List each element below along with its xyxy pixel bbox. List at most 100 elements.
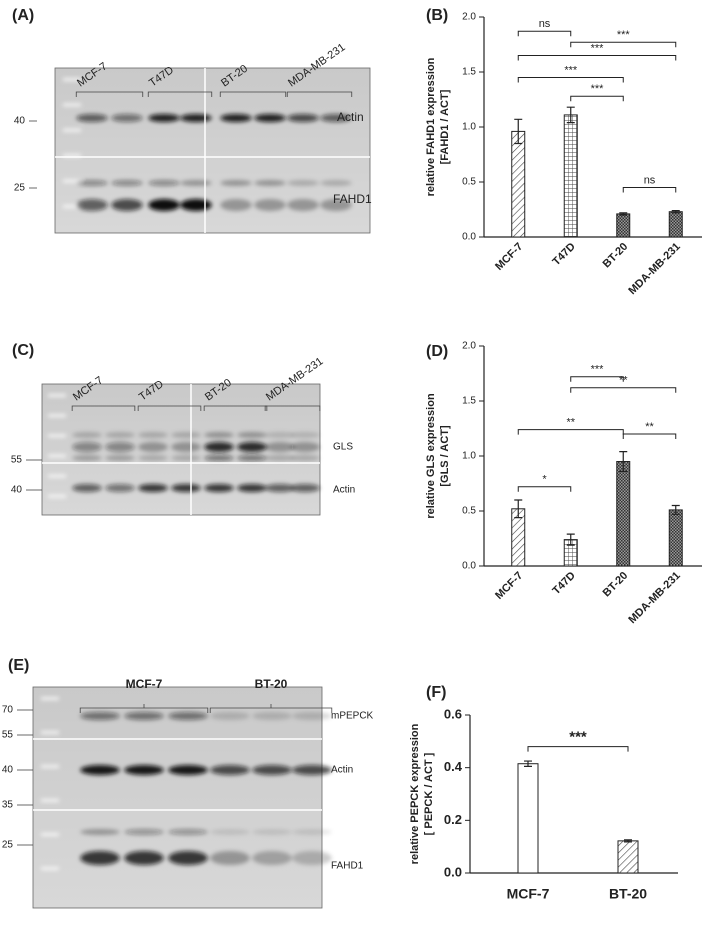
bar xyxy=(668,211,683,238)
protein-band xyxy=(237,455,267,461)
significance-bracket xyxy=(570,95,624,102)
ladder-band xyxy=(41,731,59,734)
x-tick-label: MCF-7 xyxy=(493,570,525,602)
protein-band xyxy=(138,442,168,452)
significance-label: * xyxy=(542,474,547,486)
x-tick-label: BT-20 xyxy=(609,886,647,902)
y-tick-label: 1.5 xyxy=(462,67,476,78)
protein-band xyxy=(76,199,108,211)
ladder-band xyxy=(63,103,81,107)
error-bar-line xyxy=(566,106,575,124)
x-tick-label: MCF-7 xyxy=(507,886,550,902)
y-tick-label: 0.5 xyxy=(462,506,476,517)
significance-label: ns xyxy=(539,18,551,30)
bar xyxy=(616,213,631,238)
protein-band xyxy=(265,455,295,461)
band-label: mPEPCK xyxy=(331,711,374,722)
x-tick-label: BT-20 xyxy=(601,241,631,271)
significance-bracket xyxy=(570,387,677,393)
ladder-band xyxy=(63,179,81,183)
lane-bracket xyxy=(71,405,136,411)
bar xyxy=(517,763,539,874)
significance-bracket xyxy=(517,77,624,83)
protein-band xyxy=(210,712,250,720)
blot-panel: (E) MCF-7 BT-20 70 55 40 35 25 mPEPCK Actin FAHD1 xyxy=(2,657,374,909)
significance-bracket xyxy=(622,187,677,193)
lane-bracket xyxy=(79,704,209,713)
error-bar xyxy=(566,106,575,124)
ladder-band xyxy=(48,394,66,397)
significance-label: *** xyxy=(591,42,605,54)
band-label: Actin xyxy=(333,485,355,496)
protein-band xyxy=(290,442,320,452)
error-bar-line xyxy=(671,210,680,214)
protein-band xyxy=(237,442,267,452)
protein-band xyxy=(105,432,135,438)
protein-band xyxy=(72,484,102,492)
significance-label: *** xyxy=(569,729,587,746)
protein-band xyxy=(252,765,292,775)
protein-band xyxy=(220,180,252,186)
protein-band xyxy=(171,484,201,492)
protein-band xyxy=(237,484,267,492)
y-axis-label: relative GLS expression xyxy=(425,393,437,519)
protein-band xyxy=(105,442,135,452)
y-axis-label: [FAHD1 / ACT] xyxy=(439,89,451,164)
protein-band xyxy=(265,484,295,492)
protein-band xyxy=(292,829,332,835)
ladder-band xyxy=(63,128,81,132)
protein-band xyxy=(72,432,102,438)
marker-label: 70 xyxy=(2,705,14,716)
protein-band xyxy=(287,114,319,122)
ladder-band xyxy=(63,204,81,208)
significance-bracket xyxy=(517,486,572,492)
protein-band xyxy=(111,114,143,122)
protein-band xyxy=(287,180,319,186)
ladder-band xyxy=(41,765,59,768)
protein-band xyxy=(80,765,120,775)
protein-band xyxy=(171,442,201,452)
error-bar-line xyxy=(524,760,532,767)
y-tick-label: 0.4 xyxy=(444,759,463,774)
protein-band xyxy=(76,114,108,122)
protein-band xyxy=(254,180,286,186)
protein-band xyxy=(72,455,102,461)
y-tick-label: 0.0 xyxy=(462,561,476,572)
protein-band xyxy=(105,455,135,461)
ladder-band xyxy=(41,867,59,870)
protein-band xyxy=(148,199,180,211)
blot-membrane xyxy=(32,686,323,909)
y-axis-label: relative FAHD1 expression xyxy=(425,57,437,196)
protein-band xyxy=(72,442,102,452)
protein-band xyxy=(204,442,234,452)
x-tick-label: MCF-7 xyxy=(493,241,525,273)
band-label: FAHD1 xyxy=(333,192,372,206)
y-tick-label: 1.0 xyxy=(462,451,476,462)
band-label: Actin xyxy=(331,765,353,776)
protein-band xyxy=(171,432,201,438)
error-bar-line xyxy=(671,504,680,515)
protein-band xyxy=(148,114,180,122)
protein-band xyxy=(320,199,352,211)
lane-bracket xyxy=(75,91,144,97)
error-bar xyxy=(619,212,628,216)
protein-band xyxy=(220,199,252,211)
lane-bracket xyxy=(209,704,333,713)
bar xyxy=(563,114,578,238)
y-tick-label: 0.2 xyxy=(444,812,462,827)
y-axis-label: [ PEPCK / ACT ] xyxy=(423,752,435,835)
x-tick-label: T47D xyxy=(550,570,578,598)
protein-band xyxy=(171,455,201,461)
significance-bracket xyxy=(517,30,572,37)
significance-label: ** xyxy=(645,421,654,433)
ladder-band xyxy=(48,454,66,458)
significance-bracket xyxy=(570,41,677,48)
protein-band xyxy=(111,199,143,211)
error-bar-line xyxy=(619,212,628,216)
marker-label: 40 xyxy=(11,485,23,496)
protein-band xyxy=(292,712,332,720)
protein-band xyxy=(290,484,320,492)
protein-band xyxy=(105,484,135,492)
